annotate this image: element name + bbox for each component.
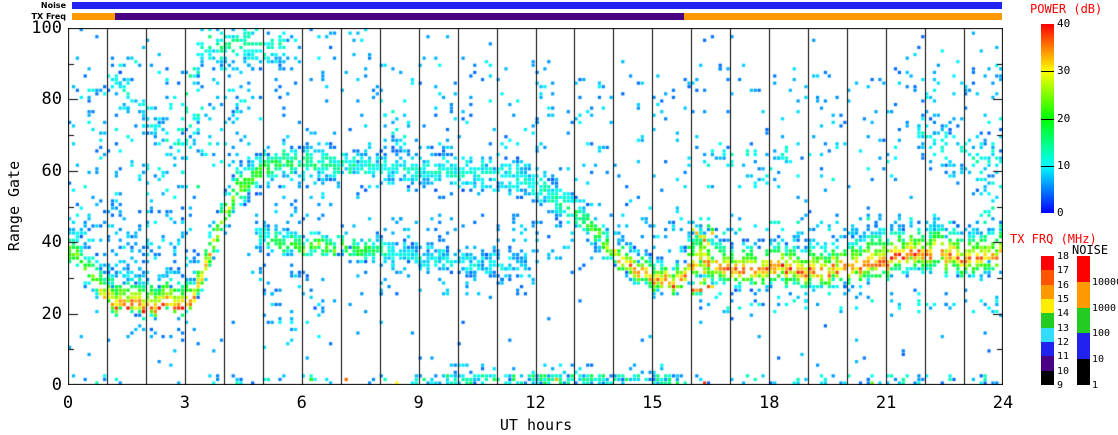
txfreq-tick-label: 10 [1057,365,1070,377]
colorbar-segment [1041,256,1054,271]
txfreq-status-bar [72,13,1002,20]
noise-colorbar [1077,256,1090,385]
colorbar-segment [1077,359,1090,385]
power-tick-label: 20 [1057,111,1071,125]
x-tick-label: 21 [875,393,897,413]
status-bar-segment [684,13,1002,20]
noise-colorbar-title: NOISE [1072,243,1109,257]
x-axis-title: UT hours [499,416,573,434]
colorbar-segment [1041,370,1054,385]
noise-tick-label: 1000 [1092,302,1117,314]
x-tick-label: 12 [525,393,546,413]
txfreq-tick-label: 15 [1057,294,1070,305]
rti-plot-canvas [68,28,1003,385]
y-tick-label: 40 [41,232,62,253]
y-tick-label: 100 [31,18,62,38]
colorbar-segment [1041,341,1054,357]
power-tick-label: 0 [1057,206,1064,219]
noise-tick-label: 100 [1092,328,1111,340]
x-tick-label: 9 [413,393,424,413]
status-bar-segment [72,2,1002,9]
colorbar-segment [1041,284,1054,299]
power-colorbar [1041,24,1054,213]
txfreq-colorbar [1041,256,1054,385]
y-tick-label: 80 [41,89,62,110]
power-tick-label: 30 [1057,64,1071,78]
txfreq-tick-label: 16 [1057,279,1070,291]
colorbar-segment [1041,356,1054,371]
x-tick-label: 15 [642,393,663,413]
colorbar-segment [1077,256,1090,282]
txfreq-tick-label: 9 [1057,380,1064,391]
colorbar-segment [1041,327,1054,342]
txfreq-tick-label: 12 [1057,337,1070,348]
power-colorbar-divider [1041,71,1054,73]
power-colorbar-divider [1041,165,1054,167]
txfreq-tick-label: 14 [1057,308,1070,320]
txfreq-tick-label: 13 [1057,322,1070,334]
power-tick-label: 10 [1057,158,1071,172]
power-colorbar-title: POWER (dB) [1030,2,1103,16]
power-colorbar-divider [1041,118,1054,120]
status-bar-segment [114,13,685,20]
txfreq-tick-label: 17 [1057,265,1070,277]
noise-status-bar [72,2,1002,9]
colorbar-segment [1077,333,1090,360]
colorbar-segment [1041,313,1054,328]
colorbar-segment [1077,281,1090,308]
txfreq-colorbar-title: TX FRQ (MHz) [1010,232,1097,246]
noise-tick-label: 10000 [1092,276,1118,288]
power-tick-label: 40 [1057,17,1071,30]
x-tick-label: 18 [759,393,780,413]
colorbar-segment [1077,307,1090,334]
y-tick-label: 20 [41,303,62,324]
txfreq-tick-label: 18 [1057,251,1070,262]
x-tick-label: 24 [992,393,1014,413]
y-axis-title: Range Gate [5,160,23,252]
x-tick-label: 3 [179,393,190,413]
noise-bar-label: Noise [40,1,66,10]
x-tick-label: 6 [296,393,307,413]
noise-tick-label: 1 [1092,380,1099,391]
colorbar-segment [1041,270,1054,285]
status-bar-segment [72,13,115,20]
colorbar-segment [1041,298,1054,314]
txfreq-tick-label: 11 [1057,351,1070,363]
x-tick-label: 0 [62,393,74,413]
noise-tick-label: 10 [1092,354,1105,366]
y-tick-label: 0 [51,375,62,395]
y-tick-label: 60 [41,160,62,181]
txfreq-bar-label: TX Freq [31,12,66,21]
